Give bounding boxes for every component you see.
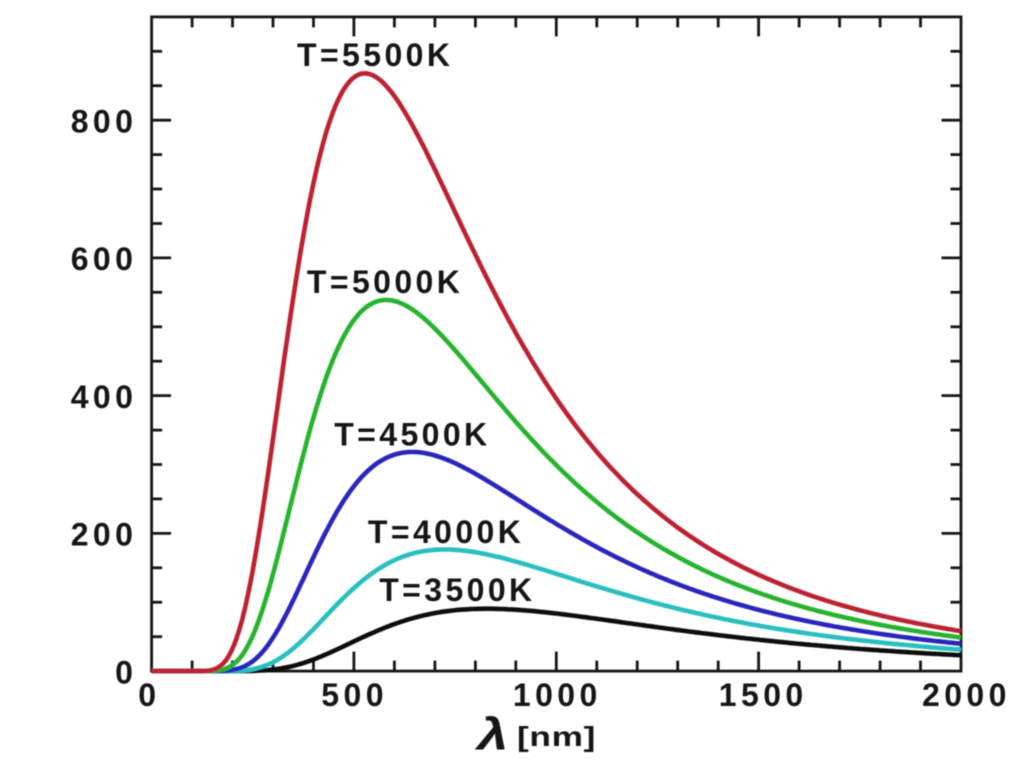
- svg-text:T=5500K: T=5500K: [297, 37, 453, 73]
- svg-text:500: 500: [321, 677, 388, 713]
- svg-text:200: 200: [71, 517, 138, 553]
- svg-text:[nm]: [nm]: [517, 721, 596, 753]
- svg-text:T=5000K: T=5000K: [307, 264, 463, 300]
- svg-text:400: 400: [71, 379, 138, 415]
- svg-text:λ: λ: [474, 709, 508, 760]
- svg-text:T=4000K: T=4000K: [368, 514, 524, 550]
- svg-text:1500: 1500: [719, 677, 808, 713]
- svg-text:T=3500K: T=3500K: [379, 572, 535, 608]
- svg-text:600: 600: [71, 241, 138, 277]
- svg-text:1000: 1000: [513, 677, 602, 713]
- svg-text:800: 800: [71, 103, 138, 139]
- svg-text:T=4500K: T=4500K: [334, 417, 490, 453]
- svg-text:0: 0: [138, 677, 160, 713]
- svg-text:0: 0: [115, 654, 137, 690]
- svg-text:2000: 2000: [922, 677, 1011, 713]
